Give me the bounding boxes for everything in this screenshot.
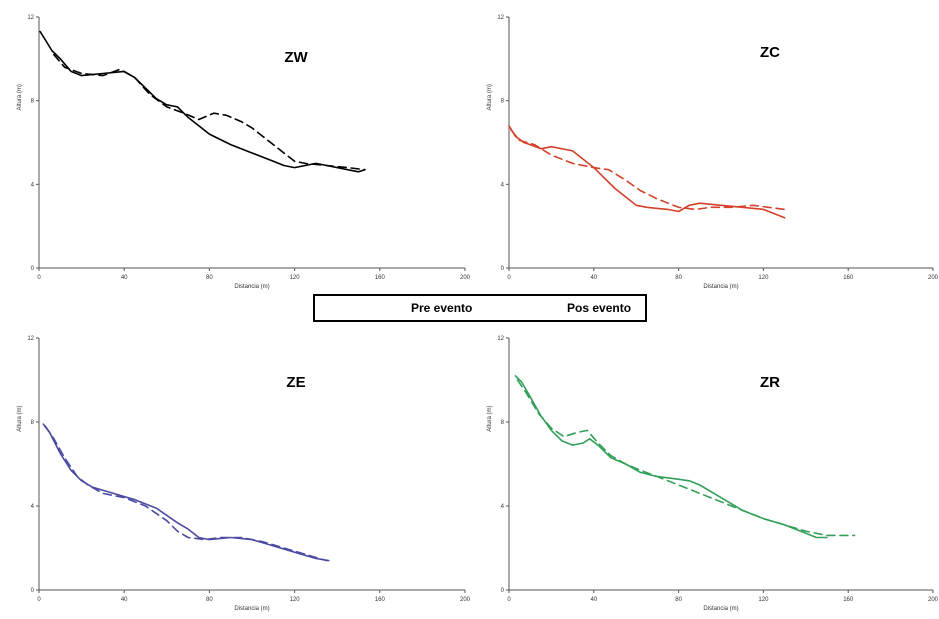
pos-evento-line-zw <box>53 53 366 171</box>
chart-ze: 0 40 80 120 160 200 0 4 8 12 Distancia (m) Altura (… <box>17 336 471 612</box>
x-axis-title: Distancia (m) <box>234 284 269 290</box>
y-tick-label: 8 <box>31 99 35 105</box>
x-tick-label: 200 <box>928 597 939 603</box>
x-tick-label: 40 <box>121 275 128 281</box>
y-tick-label: 4 <box>501 182 505 188</box>
x-tick-label: 80 <box>675 597 682 603</box>
x-tick-label: 160 <box>843 275 854 281</box>
pos-evento-line-ze <box>44 425 328 562</box>
y-tick-label: 0 <box>31 266 35 272</box>
panel-label-zw: ZW <box>284 49 308 66</box>
x-tick-label: 200 <box>460 597 471 603</box>
x-axis-title: Distancia (m) <box>703 606 738 612</box>
pre-evento-line-ze <box>42 423 330 562</box>
x-tick-label: 40 <box>590 275 597 281</box>
y-tick-label: 8 <box>501 420 505 426</box>
y-tick-label: 12 <box>27 15 34 21</box>
y-axis-title: Altura (m) <box>17 405 23 431</box>
x-tick-label: 0 <box>37 597 41 603</box>
y-axis-title: Altura (m) <box>487 405 493 431</box>
x-tick-label: 160 <box>375 597 386 603</box>
x-tick-label: 120 <box>758 275 769 281</box>
pre-evento-line-zw <box>39 30 366 173</box>
y-tick-label: 4 <box>501 504 505 510</box>
x-tick-label: 200 <box>928 275 939 281</box>
y-tick-label: 0 <box>31 588 35 594</box>
x-tick-label: 160 <box>375 275 386 281</box>
x-tick-label: 0 <box>507 597 511 603</box>
y-axis-title: Altura (m) <box>17 84 23 110</box>
x-tick-label: 80 <box>206 275 213 281</box>
x-tick-label: 120 <box>290 597 301 603</box>
x-tick-label: 0 <box>37 275 41 281</box>
y-tick-label: 12 <box>27 336 34 342</box>
y-tick-label: 4 <box>31 504 35 510</box>
pos-evento-line-zr <box>516 379 856 537</box>
x-tick-label: 160 <box>843 597 854 603</box>
pos-evento-line-zc <box>510 129 786 211</box>
chart-zr: 0 40 80 120 160 200 0 4 8 12 Distancia (m) Altura (… <box>487 336 939 612</box>
legend: Pre evento Pos evento <box>313 294 647 322</box>
chart-zw: 0 40 80 120 160 200 0 4 8 12 Distancia (m) Altura (… <box>17 15 471 290</box>
y-tick-label: 0 <box>501 266 505 272</box>
y-tick-label: 0 <box>501 588 505 594</box>
panel-label-ze: ZE <box>286 374 305 391</box>
y-tick-label: 8 <box>31 420 35 426</box>
y-tick-label: 12 <box>497 336 504 342</box>
x-tick-label: 120 <box>758 597 769 603</box>
legend-pos-label: Pos evento <box>567 301 632 315</box>
x-tick-label: 0 <box>507 275 511 281</box>
panel-label-zr: ZR <box>760 374 780 391</box>
y-tick-label: 4 <box>31 182 35 188</box>
y-axis-title: Altura (m) <box>487 84 493 110</box>
y-tick-label: 8 <box>501 99 505 105</box>
y-tick-label: 12 <box>497 15 504 21</box>
chart-zc: 0 40 80 120 160 200 0 4 8 12 Distancia (m) Altura (… <box>487 15 939 290</box>
legend-pre-label: Pre evento <box>411 301 473 315</box>
x-tick-label: 40 <box>121 597 128 603</box>
x-axis-title: Distancia (m) <box>703 284 738 290</box>
pre-evento-line-zr <box>514 374 828 539</box>
pre-evento-line-zc <box>508 125 786 219</box>
x-axis-title: Distancia (m) <box>234 606 269 612</box>
x-tick-label: 40 <box>590 597 597 603</box>
x-tick-label: 200 <box>460 275 471 281</box>
x-tick-label: 80 <box>206 597 213 603</box>
x-tick-label: 80 <box>675 275 682 281</box>
x-tick-label: 120 <box>290 275 301 281</box>
panel-label-zc: ZC <box>760 44 780 61</box>
